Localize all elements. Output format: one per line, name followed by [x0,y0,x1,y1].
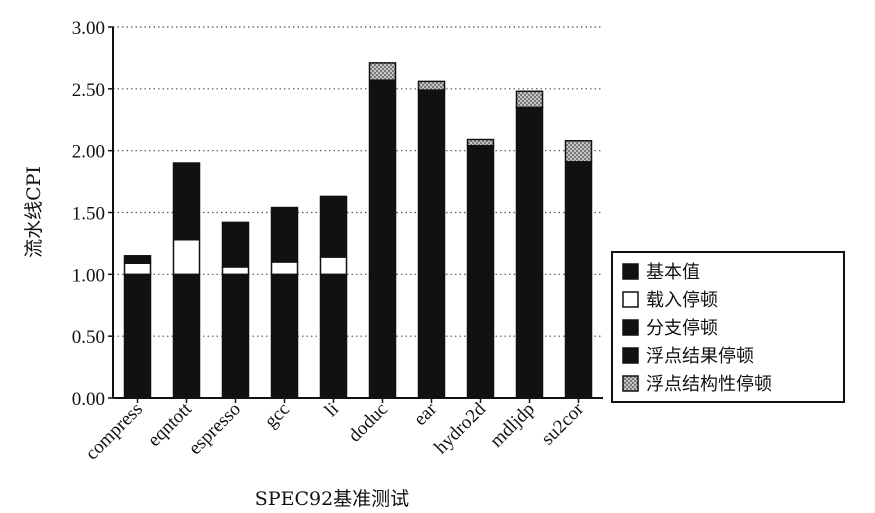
bar-segment-hydro2d-4 [466,138,495,147]
bar-segment-mdljdp-0 [515,273,544,399]
legend-swatch-3 [622,347,639,364]
x-tick-label-su2cor: su2cor [537,398,588,449]
x-tick-label-espresso: espresso [185,399,245,459]
legend-entry-0: 基本值 [646,262,700,283]
bars [123,62,593,399]
y-tick-label: 1.50 [72,204,105,225]
legend-entry-2: 分支停顿 [646,318,718,339]
bar-segment-eqntott-0 [172,273,201,399]
bar-segment-li-1 [319,256,348,276]
bar-segment-gcc-1 [270,261,299,276]
legend-entry-3: 浮点结果停顿 [646,346,754,367]
legend-swatch-2 [622,319,639,336]
y-tick-label: 0.00 [72,389,105,410]
legend-swatch-1 [622,291,639,308]
bar-segment-gcc-0 [270,273,299,399]
bar-segment-doduc-0 [368,273,397,399]
bar-segment-compress-0 [123,273,152,399]
x-tick-label-doduc: doduc [344,399,392,447]
legend-swatch-4 [622,375,639,392]
bar-segment-li-2 [319,195,348,258]
bar-segment-compress-2 [123,255,152,264]
y-tick-label: 0.50 [72,327,105,348]
legend-swatch-0 [622,263,639,280]
bar-segment-doduc-3 [368,79,397,276]
bar-segment-espresso-1 [221,266,250,276]
axes [108,26,603,403]
bar-segment-li-0 [319,273,348,399]
bar-segment-ear-4 [417,80,446,91]
y-tick-label: 1.00 [72,265,105,286]
y-tick-label: 2.50 [72,80,105,101]
x-tick-label-mdljdp: mdljdp [486,399,539,452]
bar-segment-su2cor-0 [564,273,593,399]
bar-segment-compress-1 [123,262,152,276]
bar-segment-gcc-2 [270,206,299,263]
y-axis-title: 流水线CPI [23,166,45,258]
bar-segment-eqntott-2 [172,162,201,241]
x-tick-label-li: li [321,399,343,421]
bar-segment-su2cor-3 [564,161,593,276]
bar-segment-su2cor-4 [564,140,593,163]
x-tick-label-hydro2d: hydro2d [430,398,490,458]
x-tick-label-ear: ear [410,398,442,430]
bar-segment-ear-0 [417,273,446,399]
bar-segment-mdljdp-3 [515,106,544,276]
legend-box [611,251,845,403]
legend-entry-1: 载入停顿 [646,290,718,311]
x-axis-title: SPEC92基准测试 [255,488,409,510]
bar-segment-hydro2d-3 [466,144,495,276]
y-tick-label: 2.00 [72,142,105,163]
bar-segment-doduc-4 [368,62,397,81]
bar-segment-espresso-0 [221,273,250,399]
x-tick-label-gcc: gcc [261,399,294,432]
bar-segment-mdljdp-4 [515,90,544,109]
y-tick-labels: 0.00 0.50 1.00 1.50 2.00 2.50 3.00 [72,18,105,410]
bar-segment-eqntott-1 [172,238,201,276]
bar-segment-espresso-2 [221,221,250,268]
y-tick-label: 3.00 [72,18,105,39]
legend-entry-4: 浮点结构性停顿 [646,374,772,395]
bar-segment-hydro2d-0 [466,273,495,399]
bar-segment-ear-3 [417,89,446,276]
